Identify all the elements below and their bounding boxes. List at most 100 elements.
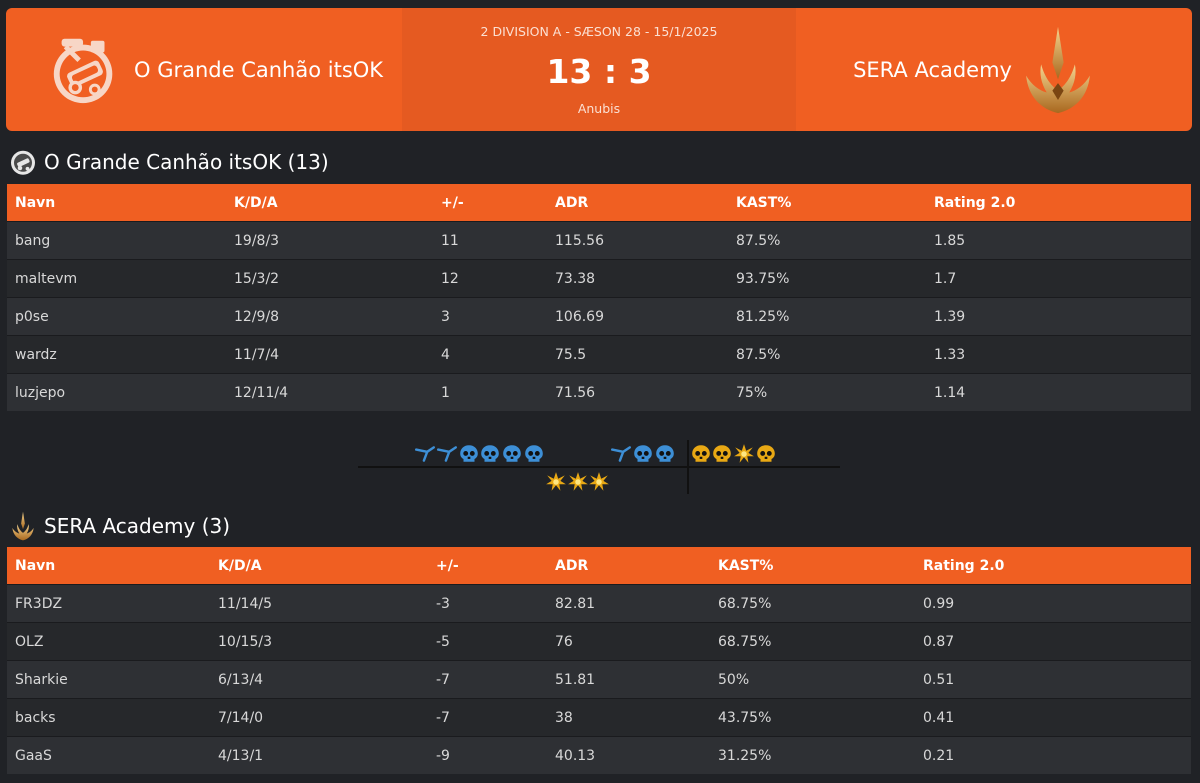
- table-header-row: Navn K/D/A +/- ADR KAST% Rating 2.0: [7, 184, 1191, 222]
- skull-icon[interactable]: [690, 443, 712, 465]
- skull-icon[interactable]: [711, 443, 733, 465]
- gold-crown-logo-icon: [12, 511, 34, 541]
- col-header-rating[interactable]: Rating 2.0: [926, 184, 1191, 222]
- bomb-explosion-icon[interactable]: [567, 471, 589, 493]
- col-header-kast[interactable]: KAST%: [728, 184, 926, 222]
- match-info: 2 DIVISION A - SÆSON 28 - 15/1/2025 13 :…: [402, 8, 796, 131]
- player-kda: 10/15/3: [210, 622, 428, 661]
- defuse-pliers-icon[interactable]: [414, 443, 436, 465]
- player-kda: 11/7/4: [226, 335, 433, 374]
- player-name[interactable]: maltevm: [7, 259, 226, 298]
- player-plus-minus: -5: [428, 622, 547, 661]
- cannon-logo-icon: [11, 150, 35, 175]
- table-row[interactable]: bang 19/8/3 11 115.56 87.5% 1.85: [7, 221, 1191, 260]
- bomb-explosion-icon[interactable]: [588, 471, 610, 493]
- player-adr: 51.81: [547, 660, 710, 699]
- player-name[interactable]: GaaS: [7, 736, 210, 774]
- defuse-pliers-icon[interactable]: [436, 443, 458, 465]
- col-header-rating[interactable]: Rating 2.0: [915, 547, 1191, 585]
- player-adr: 76: [547, 622, 710, 661]
- team2-heading: SERA Academy (3): [44, 514, 231, 538]
- division-season-date: 2 DIVISION A - SÆSON 28 - 15/1/2025: [480, 24, 718, 39]
- col-header-kast[interactable]: KAST%: [710, 547, 915, 585]
- table-row[interactable]: wardz 11/7/4 4 75.5 87.5% 1.33: [7, 335, 1191, 374]
- player-kast: 68.75%: [710, 584, 915, 623]
- player-name[interactable]: backs: [7, 698, 210, 737]
- col-header-name[interactable]: Navn: [7, 184, 226, 222]
- player-adr: 115.56: [547, 221, 728, 260]
- player-kda: 11/14/5: [210, 584, 428, 623]
- table-row[interactable]: maltevm 15/3/2 12 73.38 93.75% 1.7: [7, 259, 1191, 298]
- map-name: Anubis: [577, 101, 621, 116]
- player-kast: 87.5%: [728, 221, 926, 260]
- player-plus-minus: -9: [428, 736, 547, 774]
- timeline-divider-line: [358, 466, 840, 468]
- player-name[interactable]: luzjepo: [7, 373, 226, 411]
- player-kda: 7/14/0: [210, 698, 428, 737]
- match-header: O Grande Canhão itsOK 2 DIVISION A - SÆS…: [6, 8, 1192, 131]
- player-plus-minus: 3: [433, 297, 547, 336]
- col-header-plus-minus[interactable]: +/-: [428, 547, 547, 585]
- player-kast: 87.5%: [728, 335, 926, 374]
- player-name[interactable]: OLZ: [7, 622, 210, 661]
- player-rating: 1.33: [926, 335, 1191, 374]
- player-name[interactable]: FR3DZ: [7, 584, 210, 623]
- team2-stats-table: Navn K/D/A +/- ADR KAST% Rating 2.0 FR3D…: [7, 547, 1191, 774]
- player-adr: 40.13: [547, 736, 710, 774]
- skull-icon[interactable]: [501, 443, 523, 465]
- player-name[interactable]: bang: [7, 221, 226, 260]
- halftime-marker: [687, 440, 689, 494]
- player-adr: 75.5: [547, 335, 728, 374]
- team1-stats-table: Navn K/D/A +/- ADR KAST% Rating 2.0 bang…: [7, 184, 1191, 411]
- bomb-explosion-icon[interactable]: [545, 471, 567, 493]
- player-adr: 71.56: [547, 373, 728, 411]
- player-rating: 0.51: [915, 660, 1191, 699]
- player-rating: 1.14: [926, 373, 1191, 411]
- table-row[interactable]: GaaS 4/13/1 -9 40.13 31.25% 0.21: [7, 736, 1191, 774]
- table-row[interactable]: FR3DZ 11/14/5 -3 82.81 68.75% 0.99: [7, 584, 1191, 623]
- player-rating: 0.99: [915, 584, 1191, 623]
- player-kda: 12/11/4: [226, 373, 433, 411]
- bomb-explosion-icon[interactable]: [733, 443, 755, 465]
- player-rating: 1.7: [926, 259, 1191, 298]
- player-rating: 0.87: [915, 622, 1191, 661]
- col-header-name[interactable]: Navn: [7, 547, 210, 585]
- player-plus-minus: -3: [428, 584, 547, 623]
- skull-icon[interactable]: [523, 443, 545, 465]
- col-header-kda[interactable]: K/D/A: [210, 547, 428, 585]
- skull-icon[interactable]: [654, 443, 676, 465]
- col-header-plus-minus[interactable]: +/-: [433, 184, 547, 222]
- skull-icon[interactable]: [458, 443, 480, 465]
- defuse-pliers-icon[interactable]: [610, 443, 632, 465]
- col-header-adr[interactable]: ADR: [547, 184, 728, 222]
- table-row[interactable]: Sharkie 6/13/4 -7 51.81 50% 0.51: [7, 660, 1191, 699]
- player-name[interactable]: Sharkie: [7, 660, 210, 699]
- player-kast: 31.25%: [710, 736, 915, 774]
- cannon-logo-icon: [53, 38, 113, 103]
- player-kast: 75%: [728, 373, 926, 411]
- player-name[interactable]: wardz: [7, 335, 226, 374]
- player-kda: 6/13/4: [210, 660, 428, 699]
- team2-name: SERA Academy: [853, 57, 1012, 82]
- player-adr: 73.38: [547, 259, 728, 298]
- player-adr: 106.69: [547, 297, 728, 336]
- col-header-adr[interactable]: ADR: [547, 547, 710, 585]
- table-row[interactable]: OLZ 10/15/3 -5 76 68.75% 0.87: [7, 622, 1191, 661]
- player-plus-minus: 11: [433, 221, 547, 260]
- player-name[interactable]: p0se: [7, 297, 226, 336]
- skull-icon[interactable]: [479, 443, 501, 465]
- player-adr: 38: [547, 698, 710, 737]
- player-kast: 43.75%: [710, 698, 915, 737]
- round-history-timeline: [358, 440, 842, 496]
- skull-icon[interactable]: [632, 443, 654, 465]
- col-header-kda[interactable]: K/D/A: [226, 184, 433, 222]
- table-row[interactable]: p0se 12/9/8 3 106.69 81.25% 1.39: [7, 297, 1191, 336]
- table-row[interactable]: luzjepo 12/11/4 1 71.56 75% 1.14: [7, 373, 1191, 411]
- skull-icon[interactable]: [755, 443, 777, 465]
- team1-section-title: O Grande Canhão itsOK (13): [8, 148, 329, 176]
- table-row[interactable]: backs 7/14/0 -7 38 43.75% 0.41: [7, 698, 1191, 737]
- player-kast: 68.75%: [710, 622, 915, 661]
- team1-header[interactable]: O Grande Canhão itsOK: [6, 8, 402, 131]
- team2-header[interactable]: SERA Academy: [796, 8, 1192, 131]
- player-plus-minus: -7: [428, 660, 547, 699]
